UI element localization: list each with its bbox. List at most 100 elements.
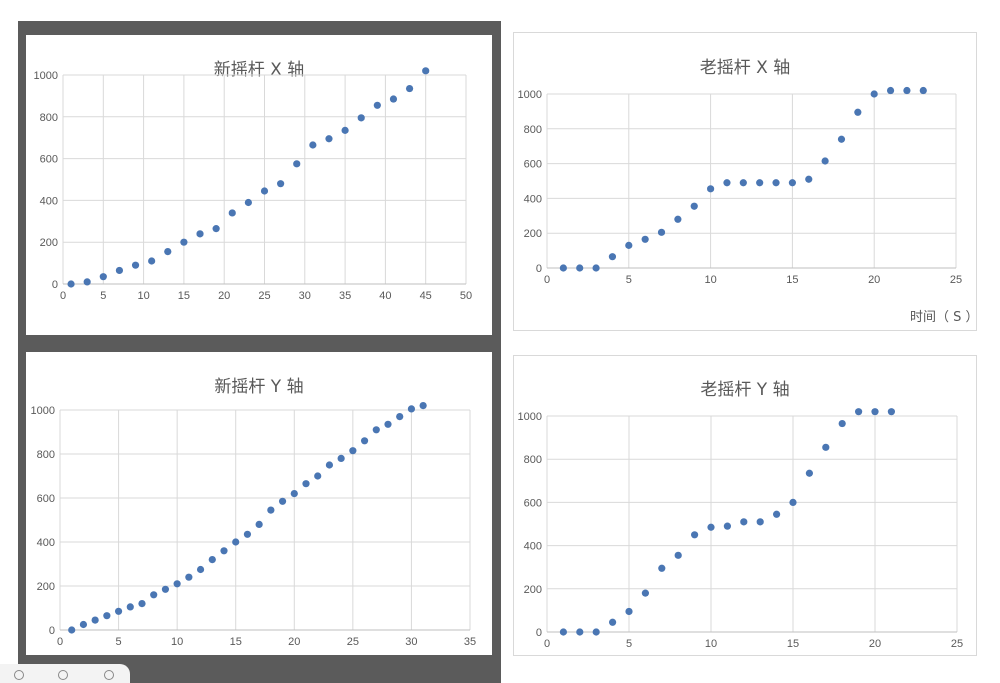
data-point [407, 405, 416, 413]
data-point [212, 225, 220, 233]
data-point [772, 179, 780, 187]
y-tick-label: 1000 [518, 89, 542, 101]
data-point [592, 264, 600, 272]
chart-panel-old-x: 老摇杆 X 轴 0 5 10 15 20 25 0 200 400 600 800 1000 时间（ … [513, 32, 977, 331]
data-point [592, 628, 600, 636]
data-point [260, 187, 269, 195]
data-point [267, 506, 275, 514]
data-point [244, 198, 252, 207]
y-tick-label: 400 [524, 193, 542, 205]
y-tick-label: 600 [40, 154, 58, 166]
data-point [609, 618, 617, 626]
scatter-plot: 0 5 10 15 20 25 30 35 40 45 50 0 200 400 600 800 1000 [34, 67, 472, 302]
data-point [232, 538, 240, 546]
x-tick-label: 30 [405, 636, 417, 648]
data-point [658, 564, 666, 572]
data-point [325, 135, 333, 143]
data-point [625, 607, 633, 616]
chart-panel-new-x: 新摇杆 X 轴 0 5 10 15 20 25 30 35 40 45 50 0 200 400 600 80… [26, 35, 492, 335]
data-point [625, 241, 633, 249]
data-point [126, 603, 134, 611]
data-point [278, 497, 287, 505]
x-axis-label: 时间（ S ） [910, 310, 977, 325]
y-tick-label: 400 [40, 195, 58, 207]
data-point [690, 202, 698, 210]
x-tick-label: 20 [288, 636, 300, 648]
data-point [422, 67, 430, 75]
y-tick-label: 1000 [31, 405, 55, 417]
toolbar-icon[interactable] [104, 670, 114, 680]
x-tick-label: 40 [379, 290, 391, 302]
data-point [674, 215, 682, 223]
toolbar-icon[interactable] [58, 670, 68, 680]
data-point [419, 402, 427, 410]
data-point [131, 261, 140, 269]
data-point [115, 266, 124, 275]
data-point [148, 257, 156, 265]
data-point [99, 273, 107, 281]
data-point [641, 235, 649, 243]
data-point [854, 108, 862, 116]
data-point [91, 616, 99, 624]
data-point [384, 420, 392, 428]
y-tick-label: 800 [524, 454, 542, 466]
data-point [372, 426, 380, 434]
data-point [871, 408, 879, 416]
data-point [196, 565, 205, 574]
data-point [740, 518, 748, 526]
y-tick-label: 600 [37, 493, 55, 505]
data-point [887, 408, 895, 416]
data-point [837, 135, 846, 143]
data-point [290, 490, 298, 498]
data-point [185, 573, 193, 581]
y-tick-label: 1000 [518, 411, 542, 423]
data-point [164, 248, 172, 256]
y-tick-label: 200 [524, 228, 542, 240]
data-point [220, 547, 228, 555]
x-tick-label: 5 [626, 274, 632, 286]
y-tick-label: 600 [524, 497, 542, 509]
data-point [373, 101, 381, 109]
data-point [309, 141, 317, 149]
x-tick-label: 35 [464, 636, 476, 648]
x-tick-label: 30 [299, 290, 311, 302]
chart-title: 新摇杆 Y 轴 [214, 377, 304, 397]
data-point [173, 580, 181, 588]
toolbar-icon[interactable] [14, 670, 24, 680]
data-point [68, 626, 76, 634]
data-point [389, 95, 398, 103]
data-point [325, 461, 334, 469]
y-tick-label: 800 [37, 449, 55, 461]
data-point [691, 531, 699, 539]
data-point [739, 179, 747, 187]
chart-panel-new-y: 新摇杆 Y 轴 0 5 10 15 20 25 30 35 0 200 400 600 800 1000 [26, 352, 492, 655]
data-point [576, 264, 584, 272]
data-point [789, 498, 797, 506]
chart-title: 老摇杆 Y 轴 [700, 380, 790, 400]
data-point [756, 518, 764, 526]
x-tick-label: 5 [100, 290, 106, 302]
data-point [314, 472, 322, 480]
scatter-plot: 0 5 10 15 20 25 0 200 400 600 800 1000 [518, 408, 963, 650]
x-tick-label: 10 [704, 274, 716, 286]
data-point [723, 179, 731, 187]
data-point [707, 523, 715, 531]
x-tick-label: 0 [544, 638, 550, 650]
y-tick-label: 1000 [34, 70, 58, 82]
data-point [196, 230, 204, 238]
data-point [805, 469, 813, 477]
y-tick-label: 0 [536, 627, 542, 639]
x-tick-label: 25 [347, 636, 359, 648]
data-point [559, 264, 567, 272]
data-point [838, 419, 846, 428]
data-point [396, 413, 404, 421]
data-point [357, 114, 365, 122]
data-point [821, 157, 829, 165]
data-point [608, 253, 617, 261]
data-point [349, 447, 357, 455]
scatter-plot: 0 5 10 15 20 25 30 35 0 200 400 600 800 1000 [31, 402, 476, 648]
data-point [657, 228, 666, 236]
data-point [79, 620, 88, 629]
x-tick-label: 25 [951, 638, 963, 650]
chart-panel-old-y: 老摇杆 Y 轴 0 5 10 15 20 25 0 200 400 600 800 1000 [513, 355, 977, 656]
